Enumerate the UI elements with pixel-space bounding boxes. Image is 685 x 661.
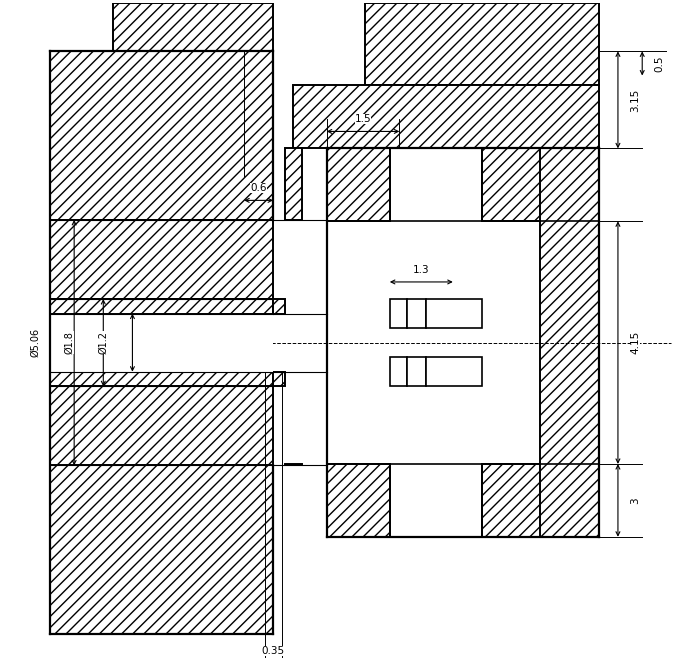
Bar: [50, 465, 273, 634]
Text: Ø5.06: Ø5.06: [30, 328, 40, 357]
Bar: [113, 3, 273, 85]
Text: 1.5: 1.5: [355, 114, 371, 124]
Bar: [286, 464, 302, 465]
Bar: [50, 386, 273, 465]
Text: 0.35: 0.35: [262, 646, 285, 656]
Bar: [50, 313, 273, 371]
Text: Ø1.8: Ø1.8: [64, 331, 74, 354]
Bar: [482, 149, 599, 221]
Bar: [482, 464, 599, 537]
Bar: [286, 149, 302, 220]
Bar: [390, 299, 407, 328]
Bar: [50, 371, 273, 386]
Text: 0.5: 0.5: [654, 56, 664, 71]
Bar: [540, 149, 599, 537]
Bar: [407, 357, 426, 386]
Text: 1.3: 1.3: [413, 264, 429, 275]
Bar: [426, 299, 482, 328]
Bar: [50, 52, 273, 220]
Bar: [327, 464, 390, 537]
Bar: [327, 149, 390, 221]
Text: 3: 3: [630, 497, 640, 504]
Text: 0.6: 0.6: [251, 183, 267, 193]
Bar: [366, 3, 599, 85]
Text: 3.15: 3.15: [630, 89, 640, 112]
Bar: [273, 299, 286, 313]
Bar: [50, 220, 273, 299]
Text: 4.15: 4.15: [630, 331, 640, 354]
Bar: [292, 85, 599, 149]
Bar: [273, 371, 286, 386]
Bar: [50, 299, 273, 313]
Bar: [390, 357, 407, 386]
Text: Ø1.2: Ø1.2: [98, 331, 108, 354]
Bar: [407, 299, 426, 328]
Bar: [426, 357, 482, 386]
